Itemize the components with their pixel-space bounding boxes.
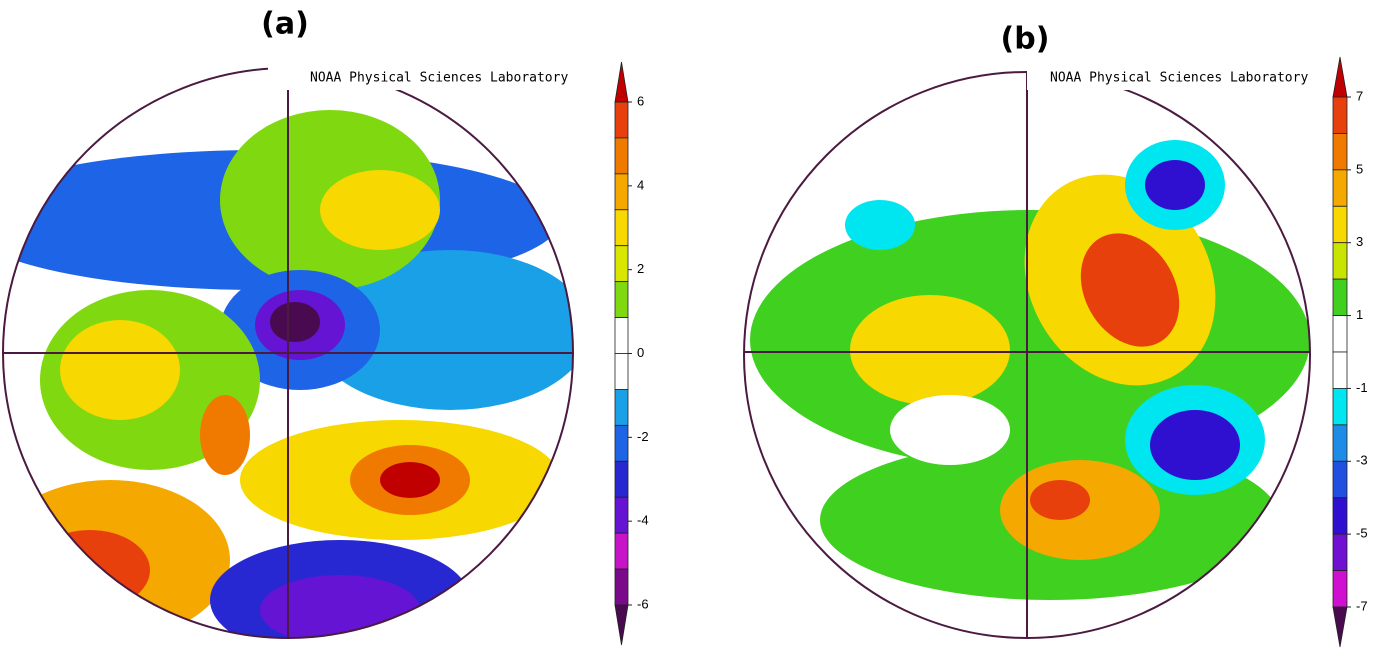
credit-box — [268, 66, 572, 90]
colorbar-band — [614, 209, 629, 247]
colorbar-tick-label: 1 — [1356, 307, 1363, 322]
colorbar-band — [1332, 169, 1348, 207]
colorbar-tick-label: -3 — [1356, 453, 1368, 468]
colorbar-band — [614, 568, 629, 606]
colorbar-band — [1332, 351, 1348, 389]
colorbar-arrow — [614, 61, 629, 103]
colorbar-band — [1332, 388, 1348, 426]
colorbar-band — [614, 460, 629, 498]
colorbar-tick-label: -7 — [1356, 598, 1368, 613]
colorbar-band — [1332, 242, 1348, 280]
colorbar-arrow — [1332, 56, 1348, 98]
colorbar-band — [614, 317, 629, 354]
colorbar-tick-label: 7 — [1356, 88, 1363, 103]
colorbar-band — [614, 496, 629, 534]
colorbar-band — [1332, 497, 1348, 535]
colorbar-tick-label: 0 — [637, 345, 644, 360]
credit: NOAA Physical Sciences Laboratory — [1050, 71, 1308, 86]
colorbar-band — [1332, 96, 1348, 134]
colorbar-band — [614, 281, 629, 318]
colorbar-band — [614, 245, 629, 283]
panel-label: (a) — [261, 7, 309, 42]
credit: NOAA Physical Sciences Laboratory — [310, 71, 568, 86]
colorbar-band — [614, 353, 629, 390]
colorbar-tick-label: -6 — [637, 596, 649, 611]
colorbar-tick-label: 2 — [637, 261, 644, 276]
colorbar-tick-label: -2 — [637, 429, 649, 444]
colorbar-tick-label: 3 — [1356, 234, 1363, 249]
colorbar-band — [1332, 315, 1348, 353]
colorbar-band — [614, 532, 629, 570]
colorbar-band — [1332, 460, 1348, 499]
colorbar-band — [1332, 533, 1348, 571]
colorbar-arrow — [614, 604, 629, 646]
colorbar-tick-label: -4 — [637, 513, 649, 528]
map-b — [744, 72, 1310, 638]
colorbar-band — [614, 424, 629, 462]
map-a — [3, 68, 573, 638]
colorbar-tick-label: 6 — [637, 93, 644, 108]
colorbar-band — [1332, 133, 1348, 171]
colorbar-band — [614, 137, 629, 175]
credit-box — [1027, 66, 1317, 90]
colorbar-tick-label: 5 — [1356, 161, 1363, 176]
colorbar-tick-label: -1 — [1356, 380, 1368, 395]
panel-label: (b) — [1001, 22, 1050, 57]
colorbar-band — [614, 101, 629, 139]
colorbar-band — [614, 389, 629, 426]
colorbar-band — [1332, 205, 1348, 244]
colorbar-band — [1332, 278, 1348, 316]
colorbar-band — [1332, 570, 1348, 608]
colorbar-arrow — [1332, 606, 1348, 648]
colorbar-band — [614, 173, 629, 211]
colorbar-band — [1332, 424, 1348, 462]
colorbar-tick-label: -5 — [1356, 526, 1368, 541]
colorbar-tick-label: 4 — [637, 177, 644, 192]
